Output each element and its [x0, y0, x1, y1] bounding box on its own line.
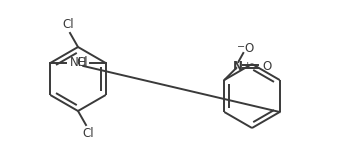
- Text: O: O: [244, 43, 253, 55]
- Text: Cl: Cl: [62, 18, 74, 31]
- Text: +: +: [243, 61, 251, 70]
- Text: O: O: [262, 60, 272, 73]
- Text: −: −: [237, 42, 245, 52]
- Text: NH: NH: [70, 57, 88, 70]
- Text: Cl: Cl: [76, 57, 88, 70]
- Text: N: N: [233, 60, 243, 73]
- Text: Cl: Cl: [82, 127, 94, 140]
